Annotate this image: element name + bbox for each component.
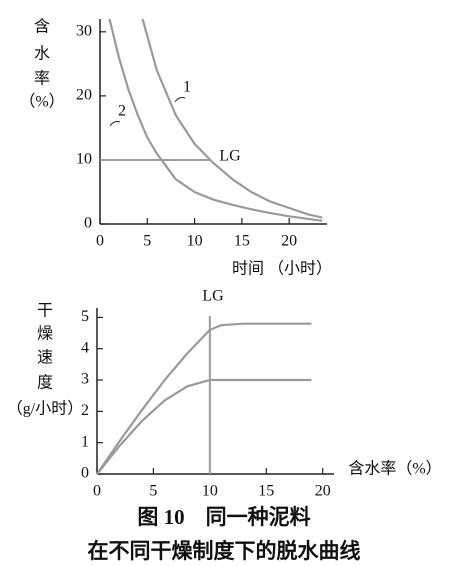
reference-label: LG	[202, 288, 224, 305]
x-tick-label: 10	[187, 233, 203, 250]
y-tick-label: 30	[76, 22, 92, 39]
data-line	[141, 18, 323, 219]
y-tick-label: 3	[81, 371, 89, 388]
reference-label: LG	[219, 148, 241, 165]
y-axis-label: （g/小时）	[7, 400, 83, 418]
y-tick-label: 4	[81, 339, 89, 356]
x-tick-label: 5	[143, 233, 151, 250]
data-line	[96, 378, 312, 475]
x-axis-label: 含水率（%）	[348, 460, 441, 478]
y-axis-label: 水	[34, 45, 50, 63]
y-axis-label: 燥	[37, 325, 53, 343]
x-tick-label: 20	[315, 483, 331, 500]
x-axis-label: 时间 （小时）	[232, 260, 332, 278]
y-tick-label: 0	[81, 465, 89, 482]
x-tick-label: 20	[281, 233, 297, 250]
x-tick-label: 5	[149, 483, 157, 500]
series-label: 2	[118, 103, 126, 120]
caption-line: 在不同干燥制度下的脱水曲线	[88, 539, 361, 563]
data-line	[96, 322, 312, 475]
y-axis-label: （%）	[19, 93, 64, 111]
y-axis-label: 度	[37, 374, 53, 392]
x-tick-label: 0	[93, 483, 101, 500]
caption-line: 图 10 同一种泥料	[137, 505, 310, 529]
y-axis-label: 含	[34, 18, 50, 36]
y-tick-label: 0	[84, 215, 92, 232]
data-line	[108, 18, 323, 222]
x-tick-label: 15	[234, 233, 250, 250]
y-tick-label: 5	[81, 308, 89, 325]
label-leader	[174, 97, 186, 103]
y-axis-label: 率	[34, 70, 50, 88]
y-tick-label: 20	[76, 87, 92, 104]
y-axis-label: 干	[37, 303, 53, 320]
x-tick-label: 15	[258, 483, 274, 500]
y-tick-label: 10	[76, 151, 92, 168]
y-tick-label: 1	[81, 433, 89, 450]
series-label: 1	[183, 79, 191, 96]
x-tick-label: 0	[96, 233, 104, 250]
x-tick-label: 10	[202, 483, 218, 500]
y-tick-label: 2	[81, 402, 89, 419]
label-leader	[109, 121, 121, 127]
y-axis-label: 速	[37, 349, 53, 367]
